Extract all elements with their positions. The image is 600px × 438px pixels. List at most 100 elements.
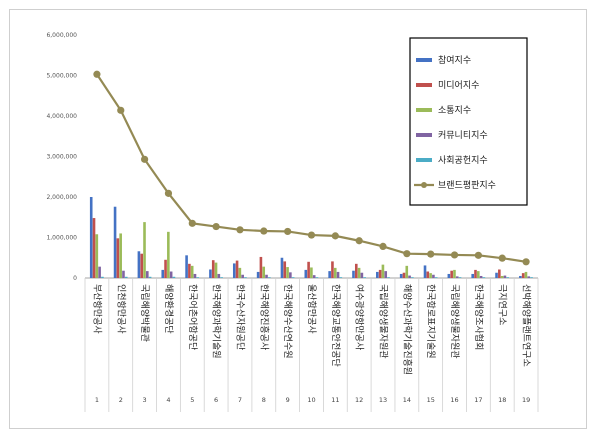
legend-label: 참여지수 — [438, 54, 471, 66]
bar-1 — [256, 271, 260, 278]
bar-1 — [519, 275, 522, 278]
bar-1 — [304, 269, 308, 278]
bar-1 — [161, 269, 165, 278]
bar-3 — [476, 271, 480, 278]
bar-3 — [262, 266, 266, 278]
bar-2 — [354, 263, 358, 278]
bar-1 — [209, 269, 212, 278]
bar-3 — [119, 233, 122, 278]
brand-index-point — [498, 254, 506, 262]
bar-4 — [122, 270, 125, 278]
category-label: 인천항만공사 — [115, 284, 126, 334]
category-label: 한국해양진흥공사 — [258, 284, 270, 351]
bar-3 — [357, 267, 361, 278]
bar-5 — [172, 276, 176, 278]
category-label: 한국해양조사협회 — [473, 284, 485, 350]
bar-1 — [447, 273, 451, 278]
category-number: 16 — [450, 396, 458, 404]
bar-1 — [376, 271, 379, 278]
bar-4 — [289, 272, 292, 278]
legend-label: 커뮤니티지수 — [438, 130, 488, 141]
bar-4 — [479, 275, 483, 278]
category-label: 국립해양박물관 — [139, 284, 150, 342]
legend-swatch — [416, 58, 432, 62]
bar-1 — [495, 272, 498, 278]
category-number: 19 — [522, 396, 530, 404]
y-tick-label: 6,000,000 — [46, 32, 77, 39]
bar-1 — [113, 206, 117, 278]
bar-3 — [405, 265, 409, 278]
bar-4 — [193, 273, 197, 278]
bar-4 — [432, 274, 435, 278]
chart-canvas: 0 1,000,000 2,000,000 3,000,000 4,000,000 5,0… — [46, 32, 539, 412]
brand-index-point — [355, 237, 363, 245]
category-number: 13 — [379, 396, 387, 404]
chart-frame: 0 1,000,000 2,000,000 3,000,000 4,000,000 5,0… — [9, 9, 587, 429]
brand-index-point — [212, 222, 220, 231]
legend-label: 소통지수 — [438, 105, 471, 116]
bar-4 — [336, 271, 340, 278]
brand-index-point — [93, 70, 101, 78]
y-tick-label: 1,000,000 — [46, 235, 77, 242]
legend-swatch — [416, 83, 432, 87]
bar-3 — [429, 273, 432, 278]
legend-swatch — [416, 158, 432, 162]
bar-5 — [101, 276, 104, 278]
bar-2 — [521, 273, 525, 278]
category-number: 2 — [119, 396, 123, 404]
bar-1 — [185, 255, 188, 278]
brand-index-point — [450, 251, 459, 259]
bar-series-group — [89, 197, 533, 278]
category-label: 한국수산자원공단 — [234, 284, 245, 350]
bar-3 — [381, 264, 385, 278]
bar-4 — [241, 274, 244, 278]
bar-3 — [95, 234, 99, 278]
brand-index-point — [141, 155, 149, 163]
category-label: 여수광양항만공사 — [354, 284, 366, 351]
legend-label: 미디어지수 — [438, 80, 479, 91]
category-label: 한국어촌어항공단 — [187, 284, 198, 350]
bar-4 — [217, 273, 221, 278]
bar-2 — [402, 272, 406, 278]
y-tick-label: 4,000,000 — [46, 113, 77, 120]
legend-swatch-marker — [421, 182, 427, 188]
bar-4 — [265, 274, 268, 278]
bar-1 — [280, 257, 284, 278]
brand-index-point — [403, 250, 411, 258]
bar-3 — [214, 262, 218, 278]
bar-2 — [498, 269, 501, 278]
bar-4 — [169, 271, 173, 278]
category-number: 6 — [214, 396, 218, 404]
bar-5 — [363, 277, 366, 278]
category-label: 부산항만공사 — [91, 284, 102, 334]
bar-1 — [232, 263, 236, 278]
bar-3 — [310, 267, 313, 278]
bar-5 — [482, 277, 486, 278]
bar-1 — [352, 270, 355, 278]
bar-5 — [339, 277, 343, 278]
bar-4 — [527, 276, 531, 278]
bar-5 — [387, 277, 390, 278]
y-tick-label: 5,000,000 — [46, 73, 77, 80]
legend-box — [409, 37, 528, 206]
brand-index-point — [331, 232, 339, 240]
bar-4 — [312, 275, 316, 278]
bar-4 — [360, 272, 364, 278]
bar-3 — [453, 269, 456, 278]
bar-1 — [399, 273, 403, 278]
bar-4 — [384, 271, 388, 278]
bar-1 — [137, 251, 141, 278]
category-label: 국립해양생물자원관 — [378, 284, 389, 359]
category-number: 18 — [498, 396, 506, 404]
category-label: 해양수산과학기술진흥원 — [401, 284, 413, 375]
category-number: 14 — [403, 396, 411, 404]
bar-3 — [524, 271, 528, 278]
bar-5 — [506, 277, 510, 278]
bar-4 — [146, 271, 149, 278]
category-label: 한국항로표지기술원 — [425, 284, 436, 359]
bar-2 — [116, 238, 120, 278]
category-label: 한국해양교통안전공단 — [330, 284, 341, 367]
bar-5 — [268, 277, 271, 278]
bar-2 — [188, 263, 191, 278]
